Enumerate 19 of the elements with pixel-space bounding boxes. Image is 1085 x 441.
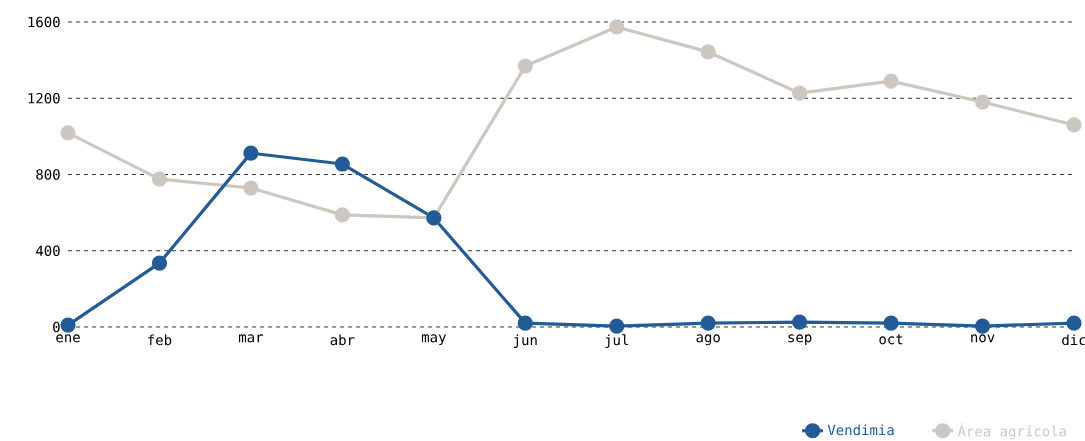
- x-tick-label: feb: [148, 334, 172, 346]
- x-tick-label: sep: [788, 334, 812, 346]
- x-tick-label: dic: [1062, 334, 1085, 346]
- y-tick-label: 0: [53, 321, 60, 333]
- x-tick-label: jul: [605, 334, 629, 348]
- x-tick-label: ago: [696, 334, 720, 346]
- x-tick-label: ene: [56, 334, 80, 343]
- y-tick-label: 800: [36, 169, 60, 180]
- x-tick-label: abr: [330, 334, 355, 346]
- y-tick-label: 1600: [28, 16, 60, 28]
- x-tick-label: may: [421, 334, 446, 346]
- legend-label: Área agrícola: [957, 423, 1066, 440]
- legend-label: Vendimia: [827, 424, 894, 436]
- x-tick-label: nov: [971, 334, 995, 343]
- y-tick-label: 400: [36, 245, 60, 257]
- x-tick-label: oct: [879, 334, 903, 345]
- x-tick-label: jun: [513, 334, 537, 348]
- y-tick-label: 1200: [28, 92, 60, 104]
- x-tick-label: mar: [239, 334, 264, 343]
